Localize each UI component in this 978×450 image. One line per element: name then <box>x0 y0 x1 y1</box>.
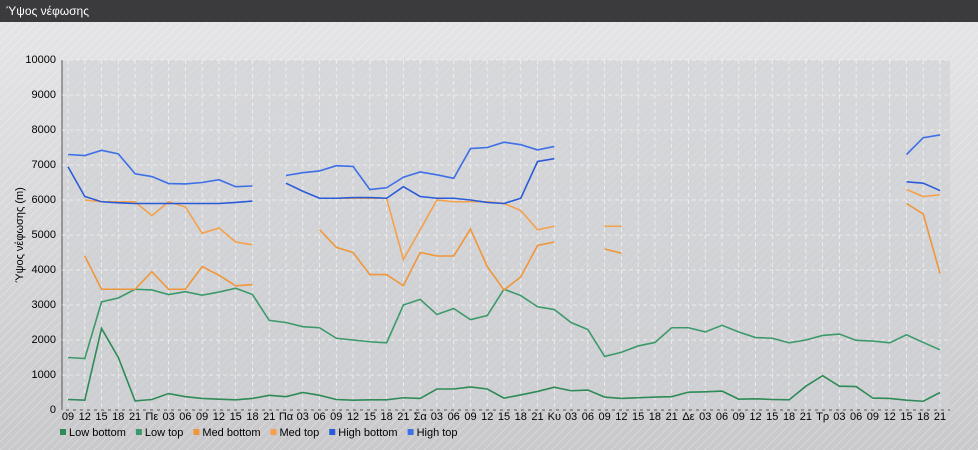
legend-label: Med bottom <box>202 427 260 439</box>
x-tick-label: 09 <box>330 411 342 423</box>
x-tick-label: Δε <box>682 411 694 423</box>
x-tick-label: 21 <box>263 411 275 423</box>
x-tick-label: 18 <box>112 411 124 423</box>
title-bar <box>0 0 978 22</box>
x-tick-label: 03 <box>833 411 845 423</box>
x-tick-label: Κυ <box>548 411 561 423</box>
x-tick-label: 09 <box>867 411 879 423</box>
legend-swatch <box>329 429 336 435</box>
x-tick-label: 09 <box>196 411 208 423</box>
x-tick-label: Σα <box>414 411 428 423</box>
x-tick-label: 15 <box>632 411 644 423</box>
x-tick-label: 18 <box>380 411 392 423</box>
x-tick-label: 06 <box>179 411 191 423</box>
line-series <box>67 326 941 403</box>
y-tick-label: 4000 <box>32 264 56 276</box>
x-tick-label: 12 <box>213 411 225 423</box>
x-tick-label: 03 <box>297 411 309 423</box>
x-tick-label: 15 <box>230 411 242 423</box>
x-tick-label: 06 <box>850 411 862 423</box>
legend-swatch <box>60 429 66 435</box>
x-tick-label: 18 <box>515 411 527 423</box>
x-tick-label: 15 <box>498 411 510 423</box>
x-tick-label: 12 <box>884 411 896 423</box>
legend-label: Low bottom <box>69 427 126 439</box>
legend-swatch <box>193 429 200 435</box>
line-series <box>67 134 941 191</box>
x-tick-label: 03 <box>431 411 443 423</box>
x-tick-label: 21 <box>934 411 946 423</box>
legend-label: Low top <box>145 427 184 439</box>
y-tick-label: 8000 <box>32 124 56 136</box>
x-tick-label: 15 <box>95 411 107 423</box>
legend-swatch <box>270 429 277 435</box>
x-tick-label: 21 <box>531 411 543 423</box>
x-tick-label: 09 <box>733 411 745 423</box>
chart-title: Ύψος νέφωσης <box>6 4 89 18</box>
y-tick-label: 10000 <box>25 54 56 66</box>
legend-label: High top <box>417 427 458 439</box>
y-axis-label: Ύψος νέφωσης (m) <box>14 187 26 283</box>
legend-swatch <box>135 429 142 435</box>
x-tick-label: 06 <box>313 411 325 423</box>
x-tick-label: 03 <box>565 411 577 423</box>
x-tick-label: 12 <box>749 411 761 423</box>
line-series <box>67 157 941 205</box>
x-tick-label: 18 <box>246 411 258 423</box>
x-tick-label: 18 <box>649 411 661 423</box>
x-tick-label: 12 <box>79 411 91 423</box>
x-tick-label: 21 <box>397 411 409 423</box>
x-tick-label: 06 <box>716 411 728 423</box>
x-tick-label: 03 <box>162 411 174 423</box>
legend-swatch <box>407 429 414 435</box>
x-tick-label: 12 <box>347 411 359 423</box>
y-tick-label: 3000 <box>32 299 56 311</box>
x-tick-label: 15 <box>364 411 376 423</box>
legend-label: Med top <box>280 427 320 439</box>
y-tick-label: 6000 <box>32 194 56 206</box>
y-tick-label: 1000 <box>32 369 56 381</box>
x-tick-label: 06 <box>582 411 594 423</box>
x-tick-label: 15 <box>766 411 778 423</box>
x-tick-label: 12 <box>481 411 493 423</box>
x-tick-label: 18 <box>917 411 929 423</box>
y-tick-label: 7000 <box>32 159 56 171</box>
line-series <box>84 188 941 262</box>
x-tick-label: 09 <box>62 411 74 423</box>
legend-label: High bottom <box>338 427 397 439</box>
x-tick-label: 21 <box>129 411 141 423</box>
x-tick-label: 21 <box>666 411 678 423</box>
x-tick-label: 09 <box>598 411 610 423</box>
x-tick-label: Πα <box>279 411 294 423</box>
y-tick-label: 5000 <box>32 229 56 241</box>
x-tick-label: 06 <box>448 411 460 423</box>
y-tick-label: 0 <box>50 404 56 416</box>
x-tick-label: 15 <box>900 411 912 423</box>
x-tick-label: Πε <box>145 411 158 423</box>
line-series <box>84 202 941 292</box>
x-tick-label: 12 <box>615 411 627 423</box>
x-tick-label: 03 <box>699 411 711 423</box>
y-tick-label: 2000 <box>32 334 56 346</box>
x-tick-label: 09 <box>464 411 476 423</box>
y-tick-label: 9000 <box>32 89 56 101</box>
x-tick-label: 21 <box>800 411 812 423</box>
x-tick-label: Τρ <box>816 411 829 423</box>
x-tick-label: 18 <box>783 411 795 423</box>
